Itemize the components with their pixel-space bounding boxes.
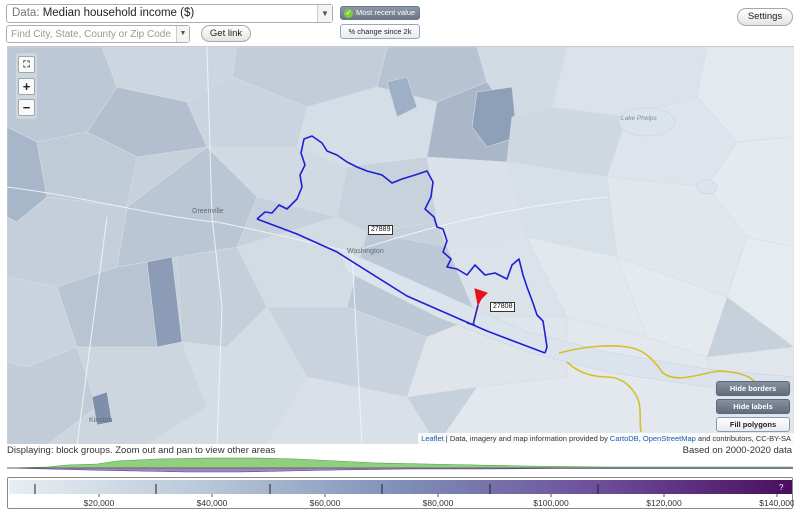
cartodb-link[interactable]: CartoDB: [609, 434, 639, 443]
legend-tick-label: $100,000: [533, 498, 569, 508]
legend-ticks: $20,000 $40,000 $60,000 $80,000 $100,000 $120…: [34, 483, 794, 508]
displaying-note: Displaying: block groups. Zoom out and p…: [7, 445, 276, 456]
data-range-note: Based on 2000-2020 data: [682, 445, 792, 456]
osm-link[interactable]: OpenStreetMap: [642, 434, 696, 443]
city-label-washington: Washington: [347, 248, 384, 255]
legend-tick-label: $140,000: [759, 498, 794, 508]
city-label-greenville: Greenville: [192, 208, 224, 215]
chevron-down-icon[interactable]: ▼: [317, 5, 332, 22]
legend-tick-label: $60,000: [310, 498, 341, 508]
attribution-tail: and contributors, CC-BY-SA: [695, 434, 791, 443]
leaflet-link[interactable]: Leaflet: [421, 434, 444, 443]
most-recent-label: Most recent value: [356, 8, 416, 17]
zoom-controls: ⛶ + −: [16, 53, 37, 119]
roads: [7, 47, 608, 444]
lake-label: Lake Phelps: [621, 115, 657, 122]
zoom-out-button[interactable]: −: [18, 99, 35, 116]
location-search[interactable]: ▼: [6, 25, 190, 43]
search-input[interactable]: [11, 27, 171, 41]
legend-tick-label: $40,000: [197, 498, 228, 508]
data-prefix: Data:: [12, 7, 40, 19]
data-select-text: Data: Median household income ($): [12, 7, 194, 19]
attribution-text: | Data, imagery and map information prov…: [443, 434, 610, 443]
county-border: [558, 345, 760, 433]
data-value: Median household income ($): [42, 7, 195, 19]
selected-area[interactable]: [472, 288, 488, 326]
zip-label[interactable]: 27808: [490, 302, 516, 312]
city-label-kinston: Kinston: [89, 417, 113, 424]
zip-label[interactable]: 27889: [368, 225, 394, 235]
fullscreen-icon[interactable]: ⛶: [18, 56, 35, 73]
legend-tick-label: $80,000: [423, 498, 454, 508]
choropleth-polygons: [7, 47, 794, 444]
most-recent-value-button[interactable]: ✓ Most recent value: [340, 6, 420, 20]
map-attribution: Leaflet | Data, imagery and map informat…: [418, 433, 794, 444]
legend-scale: $20,000 $40,000 $60,000 $80,000 $100,000 $120…: [9, 480, 794, 508]
map-view[interactable]: ⛶ + − Greenville Washington Kinston Lake…: [7, 46, 794, 444]
color-legend[interactable]: $20,000 $40,000 $60,000 $80,000 $100,000 $120…: [7, 477, 794, 509]
get-link-button[interactable]: Get link: [201, 25, 251, 42]
attribution-sep: ,: [638, 434, 643, 443]
map-canvas[interactable]: [7, 47, 794, 444]
fill-polygons-button[interactable]: Fill polygons: [716, 417, 790, 432]
settings-button[interactable]: Settings: [737, 8, 793, 26]
hide-labels-button[interactable]: Hide labels: [716, 399, 790, 414]
distribution-histogram: [7, 457, 793, 473]
top-controls: Data: Median household income ($) ▼ ▼ Ge…: [0, 0, 800, 47]
percent-change-button[interactable]: % change since 2k: [340, 24, 420, 39]
zoom-in-button[interactable]: +: [18, 78, 35, 95]
check-icon: ✓: [344, 9, 353, 18]
legend-tick-label: $120,000: [646, 498, 682, 508]
data-select[interactable]: Data: Median household income ($) ▼: [6, 4, 333, 23]
legend-unknown-marker: ?: [779, 483, 784, 492]
hide-borders-button[interactable]: Hide borders: [716, 381, 790, 396]
legend-tick-label: $20,000: [84, 498, 115, 508]
chevron-down-icon[interactable]: ▼: [176, 26, 189, 42]
